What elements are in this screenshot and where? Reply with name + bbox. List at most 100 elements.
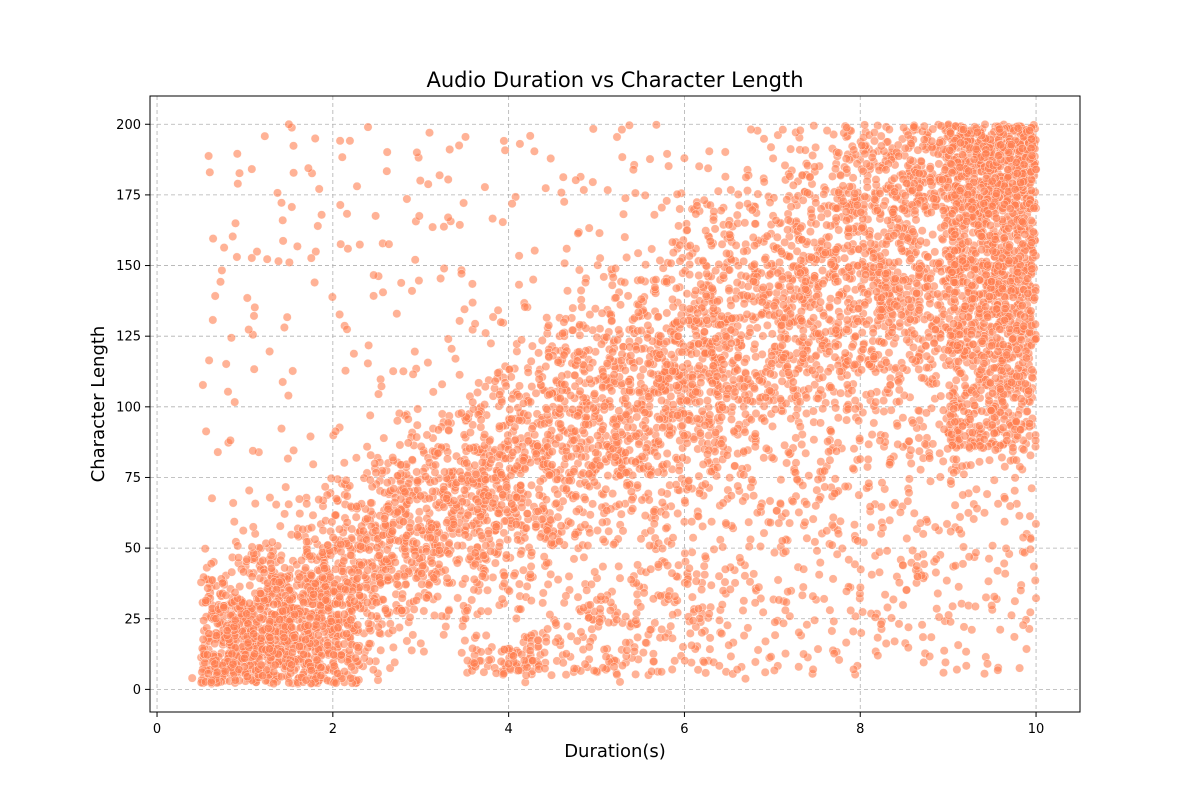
scatter-point — [896, 244, 906, 254]
scatter-point — [759, 177, 769, 187]
scatter-point — [807, 366, 817, 375]
scatter-point — [593, 431, 603, 441]
scatter-point — [651, 275, 661, 285]
scatter-point — [831, 213, 841, 223]
scatter-point — [752, 323, 762, 333]
scatter-point — [742, 309, 752, 319]
scatter-point — [473, 388, 482, 397]
scatter-point — [828, 171, 837, 181]
scatter-point — [527, 341, 537, 351]
scatter-point — [411, 595, 421, 605]
scatter-point — [802, 533, 812, 543]
scatter-point — [455, 370, 465, 380]
scatter-point — [894, 397, 904, 406]
scatter-point — [595, 461, 605, 471]
scatter-point — [394, 536, 404, 546]
scatter-point — [653, 312, 663, 322]
scatter-point — [577, 452, 586, 462]
scatter-point — [534, 490, 544, 500]
scatter-point — [833, 438, 843, 448]
scatter-point — [894, 283, 904, 293]
scatter-point — [627, 495, 637, 505]
scatter-point — [747, 475, 757, 485]
scatter-point — [362, 535, 372, 545]
scatter-point — [743, 186, 752, 196]
scatter-point — [922, 351, 932, 361]
scatter-point — [523, 410, 533, 420]
scatter-point — [783, 225, 793, 235]
scatter-point — [685, 270, 695, 280]
scatter-point — [280, 563, 290, 573]
scatter-point — [880, 590, 890, 600]
scatter-point — [544, 389, 554, 399]
scatter-point — [376, 645, 386, 655]
scatter-point — [762, 231, 772, 241]
scatter-point — [716, 320, 726, 330]
scatter-point — [422, 430, 432, 440]
scatter-point — [588, 499, 598, 509]
scatter-point — [811, 142, 821, 152]
scatter-point — [890, 274, 900, 284]
scatter-point — [744, 517, 754, 527]
scatter-point — [810, 380, 820, 390]
scatter-point — [443, 454, 452, 464]
scatter-point — [871, 175, 881, 185]
scatter-point — [842, 315, 852, 325]
scatter-point — [831, 403, 841, 413]
scatter-point — [860, 120, 870, 130]
scatter-point — [894, 377, 904, 387]
scatter-point — [701, 226, 711, 236]
scatter-point — [914, 264, 924, 274]
scatter-point — [906, 254, 916, 264]
scatter-point — [881, 269, 891, 279]
scatter-point — [900, 191, 910, 201]
scatter-point — [702, 396, 712, 406]
scatter-point — [555, 419, 565, 429]
scatter-point — [653, 467, 663, 477]
scatter-point — [421, 593, 431, 603]
scatter-point — [926, 207, 936, 217]
scatter-point — [362, 514, 372, 524]
scatter-point — [930, 325, 940, 335]
scatter-point — [849, 145, 859, 155]
scatter-point — [739, 256, 749, 266]
scatter-point — [561, 591, 571, 601]
scatter-point — [896, 310, 906, 320]
scatter-point — [470, 460, 480, 470]
scatter-point — [609, 539, 619, 549]
scatter-point — [748, 233, 758, 242]
scatter-point — [539, 552, 549, 562]
scatter-point — [746, 482, 756, 492]
scatter-point — [641, 423, 650, 433]
scatter-point — [649, 519, 659, 529]
scatter-point — [850, 188, 860, 198]
scatter-point — [620, 365, 630, 375]
scatter-point — [499, 570, 509, 580]
scatter-point — [909, 342, 918, 352]
scatter-point — [472, 504, 482, 514]
scatter-point — [569, 554, 579, 564]
scatter-point — [937, 175, 947, 185]
scatter-point — [640, 408, 650, 418]
scatter-point — [749, 491, 759, 501]
scatter-point — [496, 317, 506, 327]
scatter-points — [187, 119, 1041, 689]
scatter-point — [938, 456, 948, 466]
scatter-point — [668, 237, 677, 247]
scatter-point — [442, 573, 452, 583]
scatter-point — [890, 187, 900, 197]
scatter-point — [295, 509, 305, 519]
scatter-point — [673, 509, 683, 518]
scatter-point — [861, 270, 871, 280]
scatter-point — [759, 134, 769, 144]
scatter-point — [614, 325, 624, 335]
scatter-point — [394, 409, 404, 418]
scatter-point — [616, 509, 626, 519]
scatter-point — [544, 352, 554, 362]
scatter-point — [798, 349, 808, 359]
scatter-point — [366, 611, 376, 621]
scatter-point — [498, 490, 508, 500]
scatter-point — [834, 225, 844, 235]
scatter-point — [753, 189, 763, 199]
scatter-point — [408, 630, 418, 640]
